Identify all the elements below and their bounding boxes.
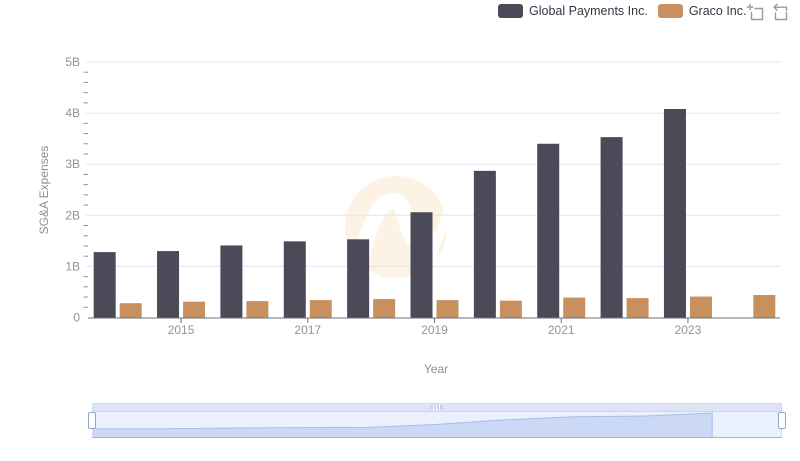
svg-text:2017: 2017: [294, 323, 321, 337]
svg-text:2021: 2021: [548, 323, 575, 337]
svg-text:5B: 5B: [65, 55, 80, 69]
datazoom-slider[interactable]: [88, 403, 786, 438]
x-axis-title: Year: [423, 362, 449, 376]
datazoom-grip-icon[interactable]: [431, 405, 443, 410]
legend-item-global-payments[interactable]: Global Payments Inc.: [498, 4, 648, 18]
toolbox: [746, 3, 789, 21]
zoom-select-icon[interactable]: [746, 3, 764, 21]
datazoom-right-handle[interactable]: [778, 412, 786, 429]
legend-label: Graco Inc.: [688, 4, 747, 18]
svg-text:2019: 2019: [421, 323, 448, 337]
svg-text:2023: 2023: [675, 323, 702, 337]
svg-text:2015: 2015: [168, 323, 195, 337]
datazoom-left-handle[interactable]: [88, 412, 96, 429]
datazoom-move-bar[interactable]: [93, 404, 781, 412]
svg-text:2B: 2B: [65, 208, 80, 222]
datazoom-data-shadow: [93, 412, 713, 437]
legend-label: Global Payments Inc.: [529, 4, 648, 18]
svg-text:1B: 1B: [65, 259, 80, 273]
svg-text:4B: 4B: [65, 106, 80, 120]
svg-text:3B: 3B: [65, 157, 80, 171]
legend-swatch-global-payments: [498, 4, 523, 18]
chart-canvas: 0 1B 2B 3B 4B 5B 2015 2017 2019 2021 2023: [65, 55, 780, 337]
zoom-restore-icon[interactable]: [771, 3, 789, 21]
legend-item-graco[interactable]: Graco Inc.: [657, 4, 747, 18]
svg-text:0: 0: [73, 311, 80, 325]
legend: Global Payments Inc. Graco Inc.: [498, 4, 746, 18]
legend-swatch-graco: [657, 4, 683, 18]
